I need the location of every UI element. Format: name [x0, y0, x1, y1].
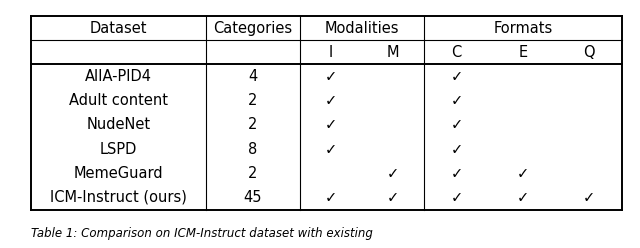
- Text: Formats: Formats: [493, 21, 552, 36]
- Text: ✓: ✓: [387, 166, 399, 181]
- Text: 45: 45: [244, 190, 262, 205]
- Text: 2: 2: [248, 93, 257, 108]
- Text: 2: 2: [248, 118, 257, 132]
- Text: ✓: ✓: [451, 142, 463, 156]
- Text: ✓: ✓: [324, 93, 337, 108]
- Text: ✓: ✓: [516, 190, 529, 205]
- Text: ✓: ✓: [451, 93, 463, 108]
- Text: ✓: ✓: [451, 69, 463, 84]
- Text: ✓: ✓: [451, 166, 463, 181]
- Text: Q: Q: [583, 45, 595, 60]
- Text: NudeNet: NudeNet: [86, 118, 150, 132]
- Text: MemeGuard: MemeGuard: [74, 166, 163, 181]
- Text: Table 1: Comparison on ICM-Instruct dataset with existing: Table 1: Comparison on ICM-Instruct data…: [31, 227, 372, 240]
- Text: ✓: ✓: [387, 190, 399, 205]
- Text: 4: 4: [248, 69, 257, 84]
- Text: E: E: [518, 45, 527, 60]
- Text: ✓: ✓: [583, 190, 595, 205]
- Text: ✓: ✓: [324, 118, 337, 132]
- Text: ✓: ✓: [451, 190, 463, 205]
- Text: Dataset: Dataset: [90, 21, 147, 36]
- Text: LSPD: LSPD: [100, 142, 137, 156]
- Text: M: M: [387, 45, 399, 60]
- Text: Modalities: Modalities: [324, 21, 399, 36]
- Text: 2: 2: [248, 166, 257, 181]
- Text: ✓: ✓: [324, 190, 337, 205]
- Text: ✓: ✓: [451, 118, 463, 132]
- Text: ✓: ✓: [324, 69, 337, 84]
- Text: ✓: ✓: [324, 142, 337, 156]
- Text: I: I: [328, 45, 333, 60]
- Text: Categories: Categories: [213, 21, 292, 36]
- Text: ✓: ✓: [516, 166, 529, 181]
- Text: Adult content: Adult content: [69, 93, 168, 108]
- Text: AIIA-PID4: AIIA-PID4: [85, 69, 152, 84]
- Text: 8: 8: [248, 142, 257, 156]
- Text: C: C: [452, 45, 462, 60]
- Text: ICM-Instruct (ours): ICM-Instruct (ours): [50, 190, 187, 205]
